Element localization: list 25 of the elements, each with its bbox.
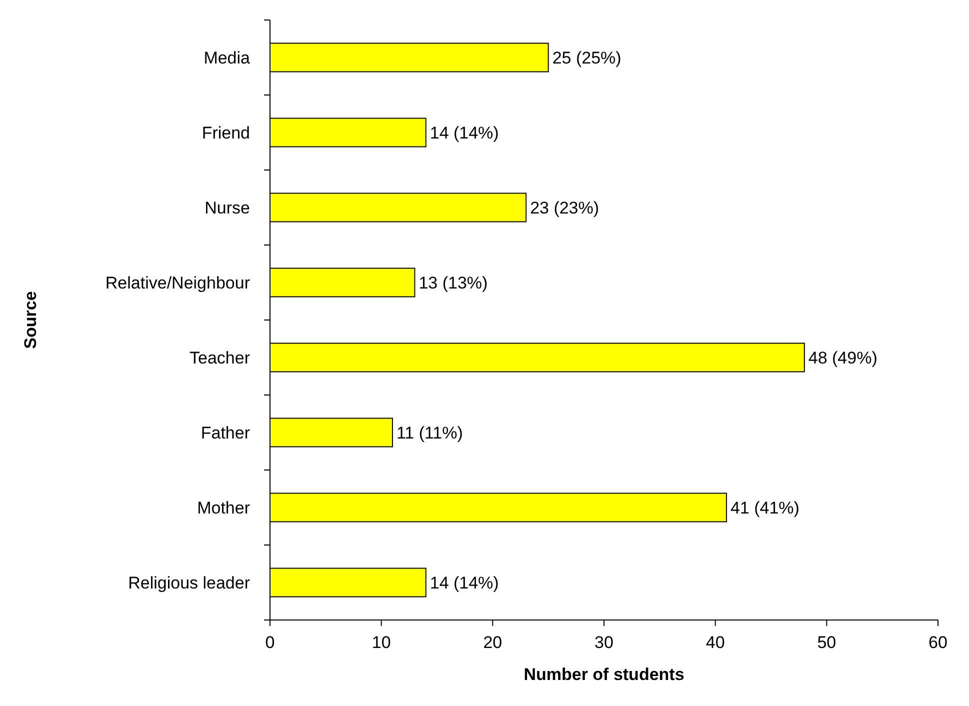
data-label: 25 (25%) — [552, 48, 622, 68]
y-tick-label: Relative/Neighbour — [105, 273, 250, 292]
x-tick-label: 50 — [817, 633, 836, 652]
y-tick-label: Friend — [202, 123, 250, 142]
x-axis-title: Number of students — [524, 665, 684, 684]
y-tick-label: Media — [204, 48, 251, 68]
data-label: 23 (23%) — [530, 198, 600, 218]
y-tick-label: Father — [200, 423, 250, 442]
y-tick-label: Religious leader — [128, 573, 250, 592]
data-label: 14 (14%) — [430, 123, 499, 142]
y-tick-label: Nurse — [204, 198, 250, 218]
x-tick-label: 30 — [594, 633, 614, 652]
y-axis-title: Source — [21, 291, 40, 349]
x-tick-label: 40 — [706, 633, 725, 652]
y-tick-label: Teacher — [190, 348, 250, 368]
x-tick-label: 60 — [928, 633, 948, 652]
y-tick-label: Mother — [197, 498, 250, 518]
data-label: 11 (11%) — [396, 423, 463, 442]
data-label: 48 (49%) — [808, 348, 878, 368]
data-label: 14 (14%) — [430, 573, 499, 592]
data-label: 13 (13%) — [418, 273, 488, 292]
x-tick-label: 0 — [265, 633, 275, 652]
data-label: 41 (41%) — [730, 498, 800, 518]
x-tick-label: 20 — [483, 633, 502, 652]
x-tick-label: 10 — [372, 633, 391, 652]
